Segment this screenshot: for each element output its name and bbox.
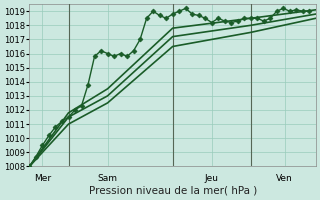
- X-axis label: Pression niveau de la mer( hPa ): Pression niveau de la mer( hPa ): [89, 186, 257, 196]
